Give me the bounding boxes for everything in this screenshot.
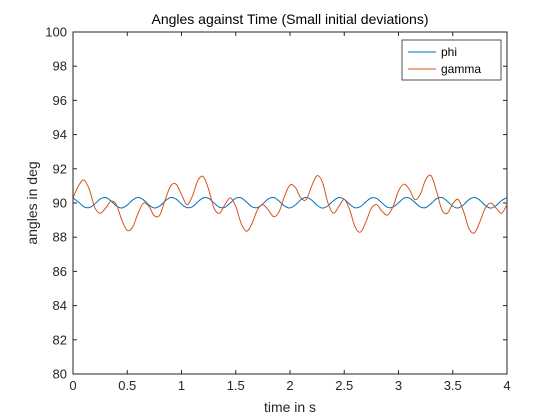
x-tick-label: 2.5 [335,378,353,393]
y-tick-label: 100 [45,25,67,40]
plot-area [73,32,507,374]
y-tick-label: 86 [53,264,67,279]
chart-title: Angles against Time (Small initial devia… [151,11,428,27]
y-tick-label: 88 [53,230,67,245]
x-tick-label: 1 [178,378,185,393]
x-tick-label: 0 [69,378,76,393]
y-axis-label: angles in deg [24,161,40,244]
x-tick-label: 4 [503,378,510,393]
x-tick-label: 1.5 [227,378,245,393]
y-tick-label: 84 [53,298,67,313]
y-tick-label: 90 [53,196,67,211]
x-tick-label: 3 [395,378,402,393]
y-tick-label: 96 [53,93,67,108]
x-axis-label: time in s [264,399,316,415]
y-tick-label: 82 [53,332,67,347]
legend: phi gamma [402,40,501,80]
legend-label-phi: phi [441,45,457,59]
y-tick-label: 80 [53,367,67,382]
y-tick-label: 98 [53,59,67,74]
x-tick-label: 0.5 [118,378,136,393]
y-tick-label: 94 [53,127,67,142]
y-tick-label: 92 [53,161,67,176]
x-tick-label: 3.5 [444,378,462,393]
x-tick-label: 2 [286,378,293,393]
legend-label-gamma: gamma [441,62,481,76]
